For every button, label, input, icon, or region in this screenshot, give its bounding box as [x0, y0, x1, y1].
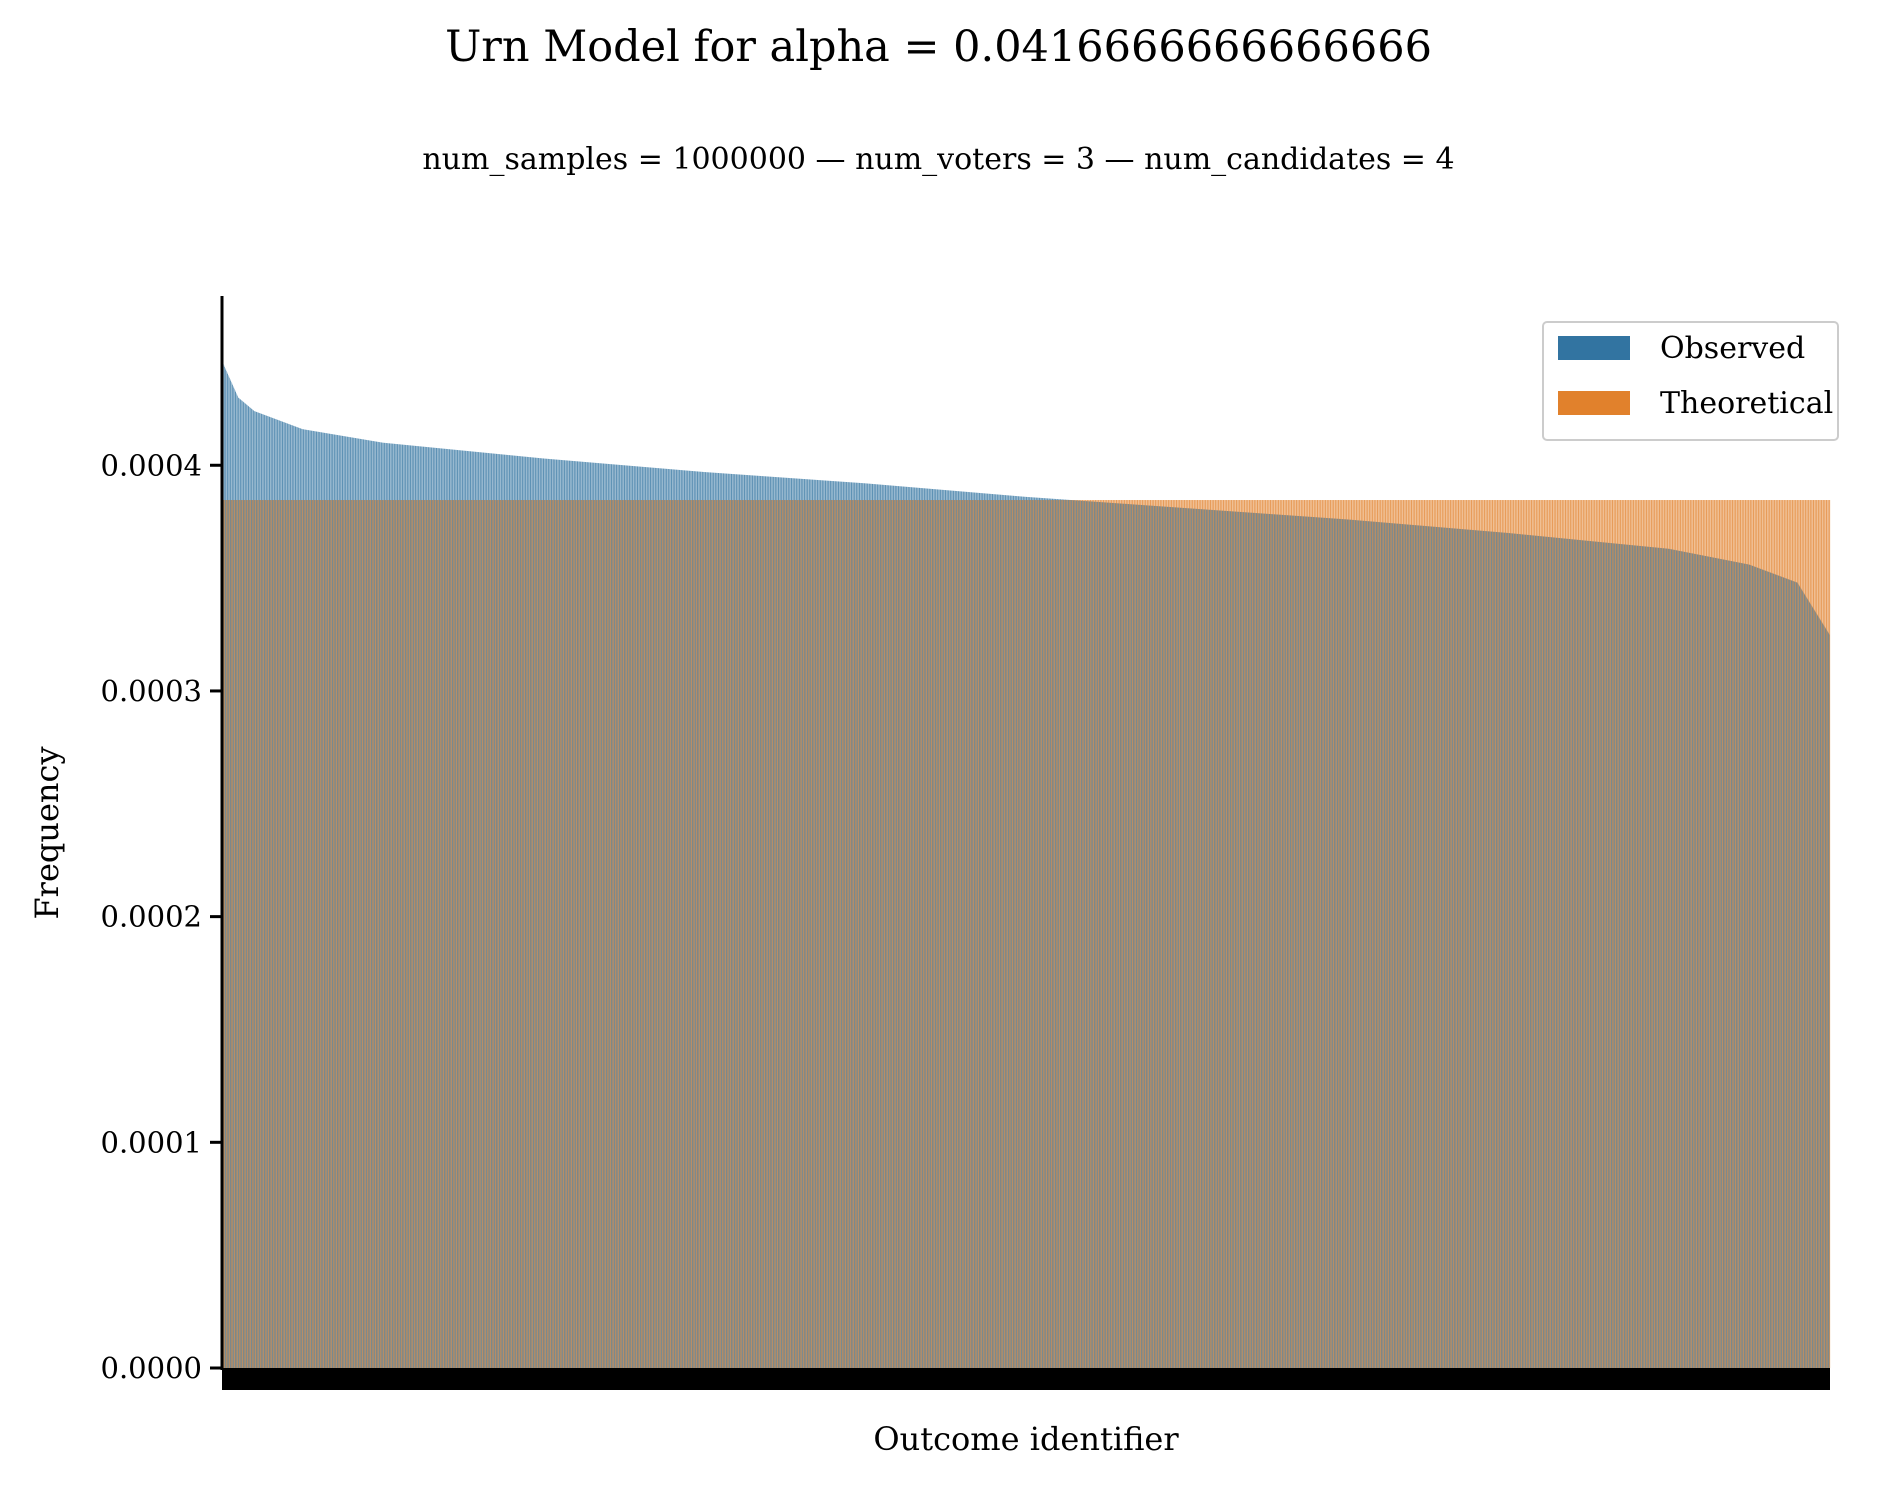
chart-subtitle: num_samples = 1000000 — num_voters = 3 —…	[422, 142, 1455, 177]
bars-layer	[222, 361, 1831, 1369]
chart-title: Urn Model for alpha = 0.0416666666666666	[445, 22, 1432, 72]
